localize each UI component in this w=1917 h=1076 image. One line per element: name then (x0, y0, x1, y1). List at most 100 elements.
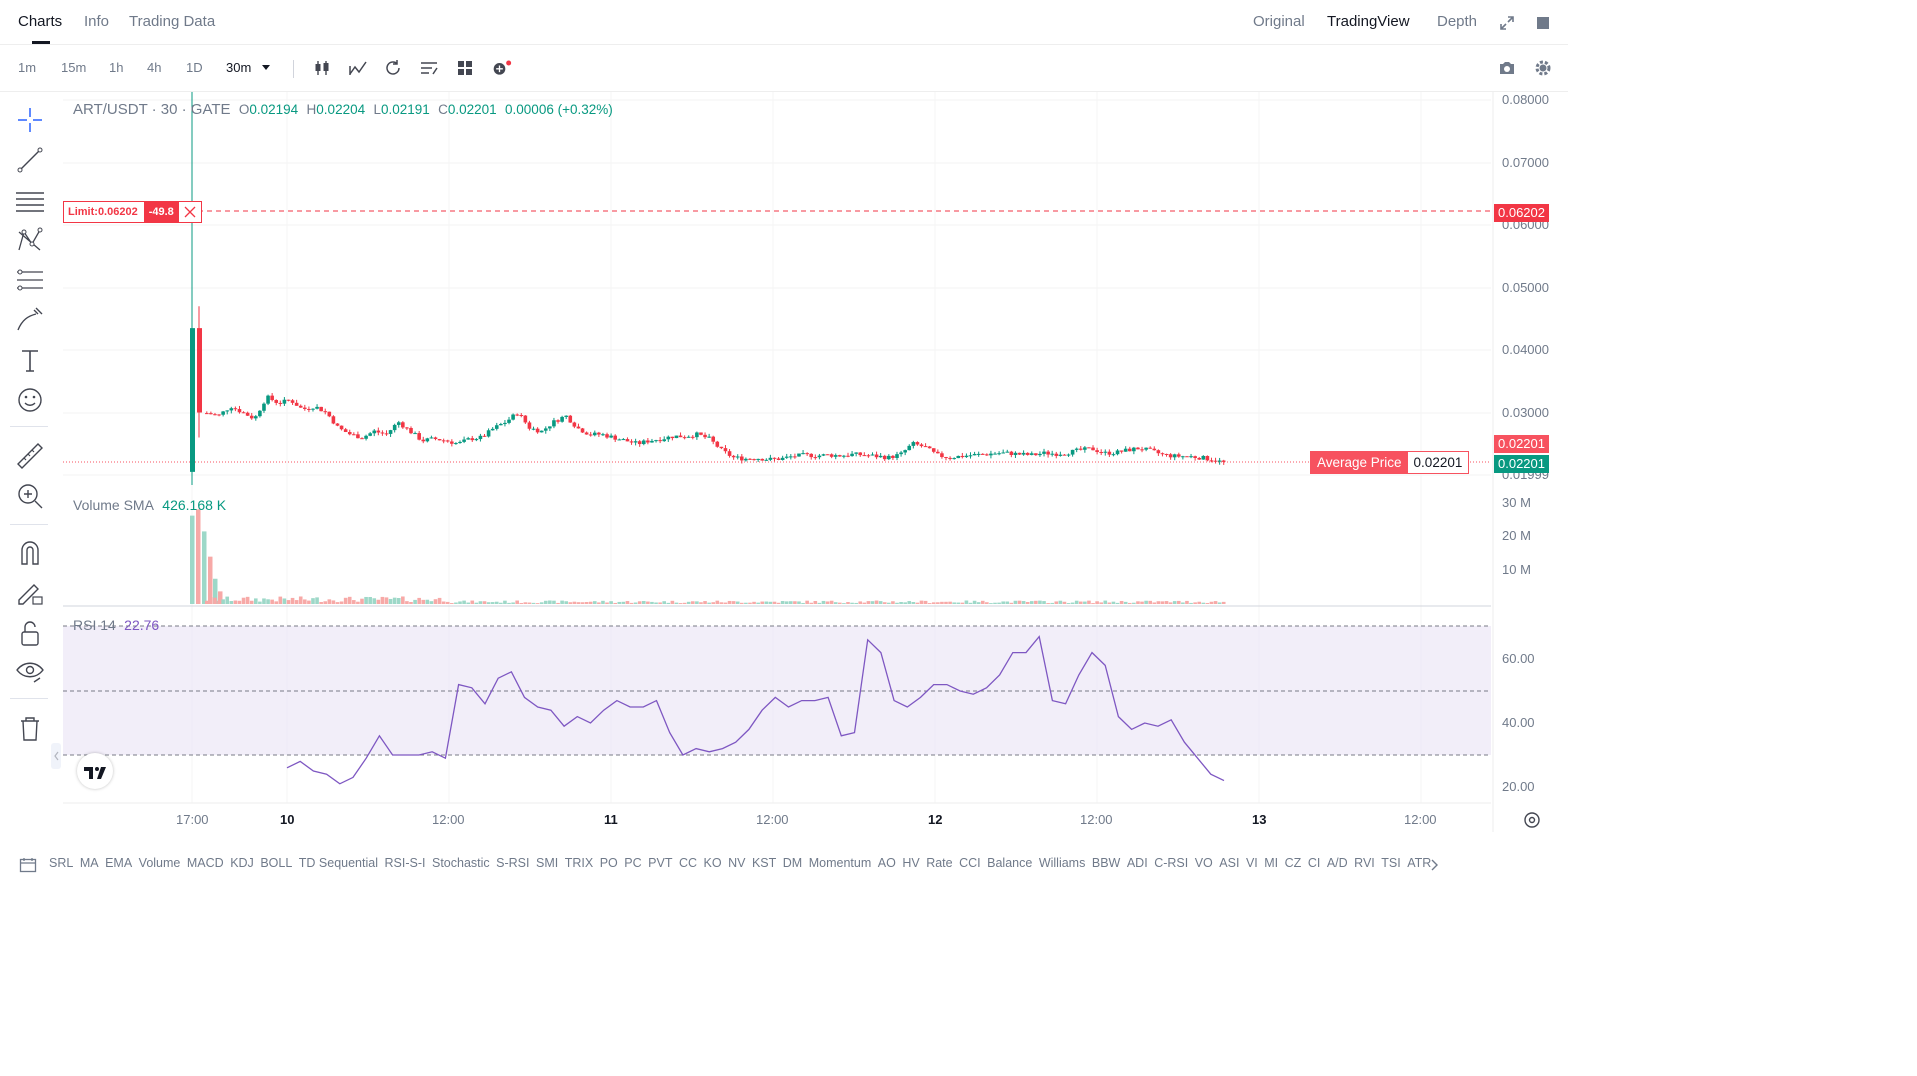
timeframe-dropdown-icon[interactable] (261, 64, 271, 72)
indicator-atr[interactable]: ATR (1407, 856, 1432, 870)
view-depth[interactable]: Depth (1437, 13, 1478, 30)
volume-bar (915, 602, 920, 604)
lock-drawing-icon[interactable] (14, 576, 46, 608)
volume-bar (413, 599, 417, 604)
timeframe-1m[interactable]: 1m (18, 60, 37, 75)
tab-info[interactable]: Info (84, 13, 110, 30)
limit-order-label[interactable]: Limit:0.06202 -49.8 (63, 201, 202, 223)
volume-bar (262, 598, 266, 604)
indicator-mi[interactable]: MI (1264, 856, 1279, 870)
indicator-nv[interactable]: NV (728, 856, 746, 870)
indicator-cc[interactable]: CC (678, 856, 698, 870)
chevron-right-icon[interactable] (1428, 858, 1440, 872)
timeframe-4h[interactable]: 4h (147, 60, 162, 75)
indicator-ci[interactable]: CI (1307, 856, 1321, 870)
volume-bar (1209, 601, 1214, 604)
volume-bar (772, 601, 777, 604)
tab-trading-data[interactable]: Trading Data (129, 13, 216, 30)
indicator-smi[interactable]: SMI (536, 856, 559, 870)
layout-grid-icon[interactable] (455, 58, 475, 78)
indicator-kdj[interactable]: KDJ (230, 856, 254, 870)
indicator-pvt[interactable]: PVT (648, 856, 673, 870)
indicator-c-rsi[interactable]: C-RSI (1154, 856, 1189, 870)
indicator-dm[interactable]: DM (782, 856, 803, 870)
indicator-volume[interactable]: Volume (138, 856, 181, 870)
price-chart[interactable] (0, 92, 1568, 832)
trend-line-icon[interactable] (14, 144, 46, 176)
indicator-td-sequential[interactable]: TD Sequential (298, 856, 378, 870)
tab-charts[interactable]: Charts (18, 13, 63, 30)
pattern-tool-icon[interactable] (14, 224, 46, 256)
timeframe-30m[interactable]: 30m (226, 60, 252, 75)
tradingview-logo[interactable] (77, 753, 113, 789)
indicator-rvi[interactable]: RVI (1354, 856, 1375, 870)
chart-settings-icon[interactable] (1522, 810, 1542, 830)
brush-icon[interactable] (14, 304, 46, 336)
eye-icon[interactable] (14, 656, 46, 688)
indicator-cci[interactable]: CCI (959, 856, 981, 870)
volume-bar (241, 597, 246, 604)
indicator-rsi-s-i[interactable]: RSI-S-I (384, 856, 426, 870)
indicator-ko[interactable]: KO (703, 856, 722, 870)
panel-collapse-handle[interactable] (51, 743, 61, 769)
collapse-icon[interactable] (1535, 15, 1551, 31)
rsi-title[interactable]: RSI 14 (73, 617, 116, 633)
candle (1144, 447, 1148, 450)
horizontal-lines-icon[interactable] (14, 184, 46, 216)
timeframe-15m[interactable]: 15m (61, 60, 87, 75)
candle (213, 414, 217, 416)
indicators-icon[interactable] (348, 58, 368, 78)
indicator-ema[interactable]: EMA (105, 856, 133, 870)
indicator-balance[interactable]: Balance (987, 856, 1033, 870)
indicator-vo[interactable]: VO (1194, 856, 1213, 870)
view-tradingview[interactable]: TradingView (1327, 13, 1410, 30)
indicator-hv[interactable]: HV (902, 856, 920, 870)
average-price-label[interactable]: Average Price 0.02201 (1310, 451, 1470, 474)
indicator-asi[interactable]: ASI (1219, 856, 1240, 870)
indicator-kst[interactable]: KST (751, 856, 777, 870)
volume-title[interactable]: Volume SMA (73, 497, 154, 513)
indicator-rate[interactable]: Rate (926, 856, 953, 870)
ruler-icon[interactable] (14, 440, 46, 472)
indicator-bbw[interactable]: BBW (1091, 856, 1121, 870)
indicator-macd[interactable]: MACD (186, 856, 224, 870)
fibonacci-icon[interactable] (14, 264, 46, 296)
volume-bar (1201, 602, 1206, 604)
zoom-in-icon[interactable] (14, 480, 46, 512)
indicator-po[interactable]: PO (599, 856, 618, 870)
indicator-adi[interactable]: ADI (1126, 856, 1148, 870)
indicator-srl[interactable]: SRL (49, 856, 74, 870)
magnet-icon[interactable] (14, 536, 46, 568)
unlock-icon[interactable] (14, 618, 46, 650)
timeframe-1d[interactable]: 1D (186, 60, 203, 75)
emoji-icon[interactable] (14, 384, 46, 416)
fullscreen-icon[interactable] (1499, 15, 1515, 31)
indicator-momentum[interactable]: Momentum (808, 856, 872, 870)
candle-style-icon[interactable] (312, 58, 332, 78)
indicator-williams[interactable]: Williams (1038, 856, 1086, 870)
indicator-tsi[interactable]: TSI (1381, 856, 1401, 870)
close-icon[interactable] (179, 202, 201, 222)
indicator-stochastic[interactable]: Stochastic (431, 856, 490, 870)
indicator-vi[interactable]: VI (1245, 856, 1258, 870)
gear-icon[interactable] (1533, 58, 1553, 78)
text-tool-icon[interactable] (14, 344, 46, 376)
camera-icon[interactable] (1497, 58, 1517, 78)
indicator-boll[interactable]: BOLL (260, 856, 293, 870)
indicator-trix[interactable]: TRIX (564, 856, 594, 870)
reset-icon[interactable] (383, 58, 403, 78)
timeframe-1h[interactable]: 1h (109, 60, 124, 75)
indicator-a-d[interactable]: A/D (1326, 856, 1348, 870)
indicator-pc[interactable]: PC (624, 856, 642, 870)
symbol-label[interactable]: ART/USDT · 30 · GATE (73, 101, 231, 118)
trash-icon[interactable] (14, 712, 46, 744)
indicator-ma[interactable]: MA (79, 856, 99, 870)
indicator-cz[interactable]: CZ (1284, 856, 1302, 870)
indicator-s-rsi[interactable]: S-RSI (496, 856, 530, 870)
crosshair-icon[interactable] (14, 104, 46, 136)
calendar-icon[interactable] (19, 857, 37, 873)
add-indicator-icon[interactable] (492, 58, 512, 78)
view-original[interactable]: Original (1253, 13, 1305, 30)
settings-list-icon[interactable] (419, 58, 439, 78)
indicator-ao[interactable]: AO (877, 856, 896, 870)
